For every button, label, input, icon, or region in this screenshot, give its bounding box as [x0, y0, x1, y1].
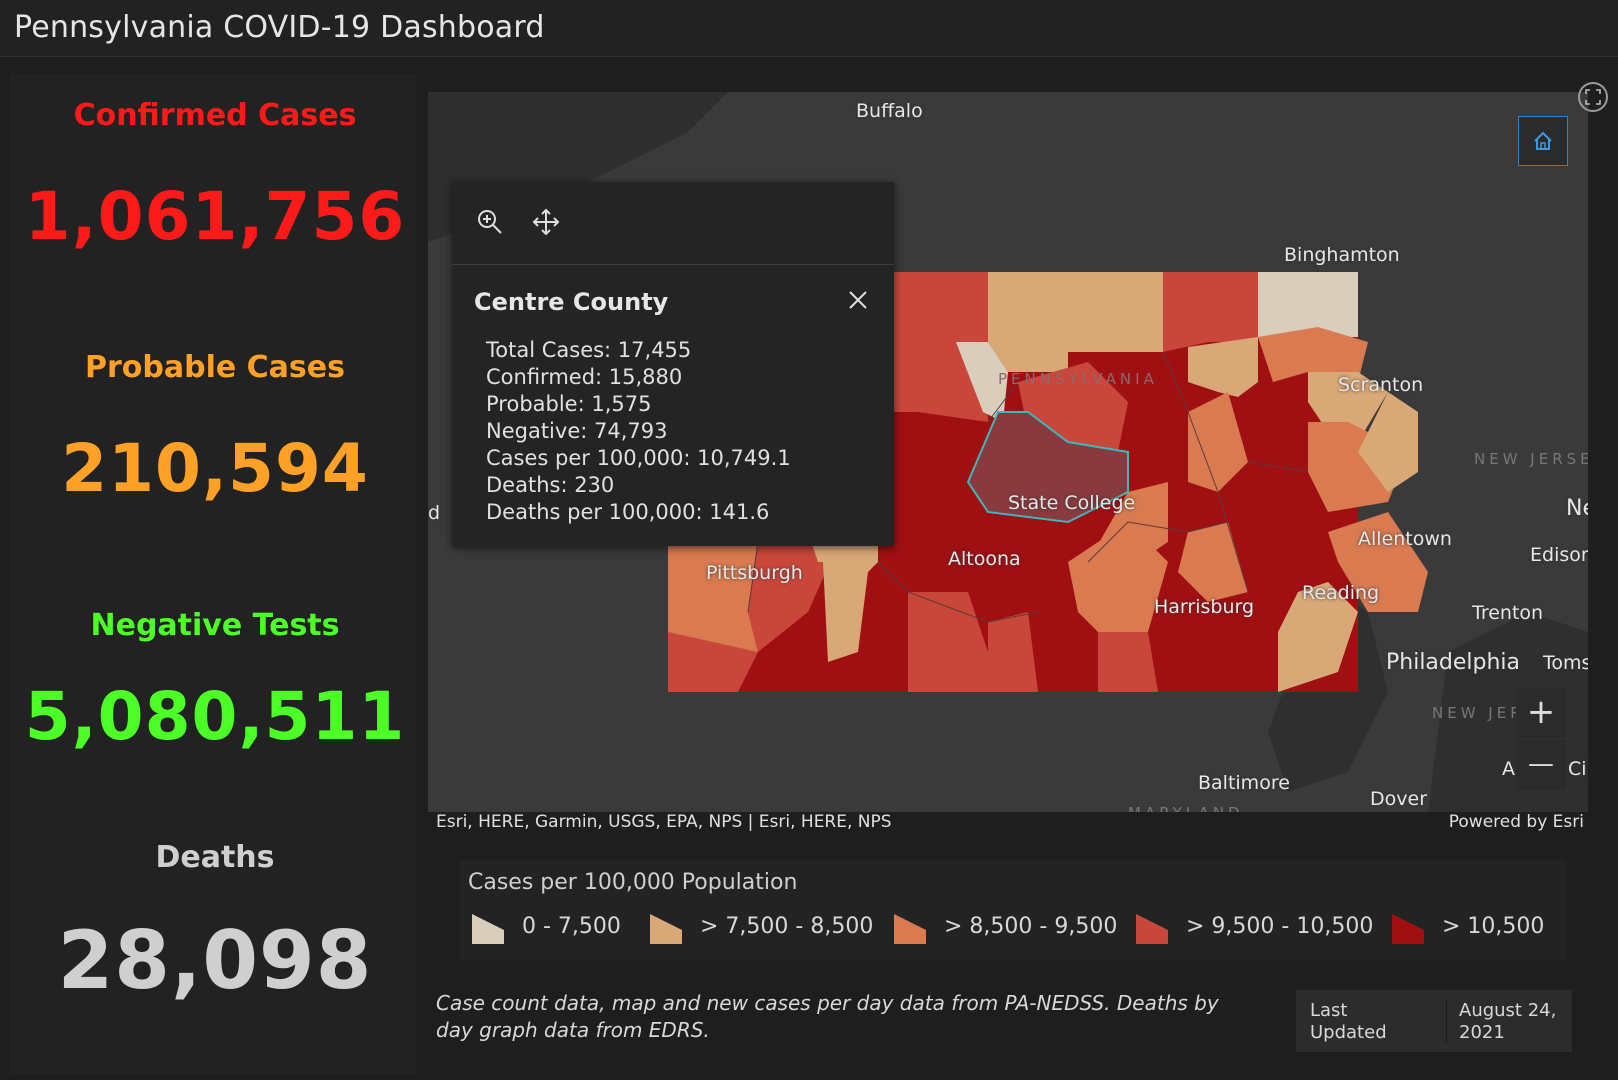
popup-deaths-per-100k: Deaths per 100,000: 141.6: [486, 500, 770, 524]
city-label-toms: Toms: [1543, 652, 1588, 674]
close-icon[interactable]: [846, 288, 870, 312]
legend-label: > 9,500 - 10,500: [1186, 914, 1374, 939]
legend-item: > 10,500: [1388, 908, 1544, 948]
legend-item: 0 - 7,500: [468, 908, 621, 948]
city-label-dover: Dover: [1370, 788, 1427, 810]
city-label-ci: Ci: [1568, 758, 1587, 780]
city-label-edison: Edison: [1530, 544, 1588, 566]
state-label-maryland: MARYLAND: [1128, 804, 1244, 812]
city-label-allentown: Allentown: [1358, 528, 1452, 550]
map-legend: Cases per 100,000 Population 0 - 7,500 >…: [460, 860, 1566, 960]
city-label-a: A: [1502, 758, 1515, 780]
statistics-panel: Confirmed Cases 1,061,756 Probable Cases…: [10, 74, 416, 1074]
city-label-philadelphia: Philadelphia: [1386, 650, 1521, 675]
popup-total-cases: Total Cases: 17,455: [486, 338, 692, 362]
powered-by-esri[interactable]: Powered by Esri: [1448, 812, 1584, 832]
probable-cases-value: 210,594: [61, 430, 369, 507]
city-label-binghamton: Binghamton: [1284, 244, 1400, 266]
state-label-new-jer: NEW JER: [1432, 704, 1525, 722]
popup-negative: Negative: 74,793: [486, 419, 668, 443]
city-label-ne: Ne: [1566, 496, 1588, 521]
legend-swatch: [894, 914, 926, 944]
home-button[interactable]: [1518, 116, 1568, 166]
fullscreen-button[interactable]: [1578, 82, 1608, 112]
legend-label: > 7,500 - 8,500: [700, 914, 874, 939]
city-label-baltimore: Baltimore: [1198, 772, 1290, 794]
deaths-value: 28,098: [57, 914, 373, 1007]
map-attribution: Esri, HERE, Garmin, USGS, EPA, NPS | Esr…: [436, 812, 892, 832]
zoom-out-button[interactable]: —: [1516, 740, 1566, 790]
city-label-trenton: Trenton: [1472, 602, 1544, 624]
popup-probable: Probable: 1,575: [486, 392, 652, 416]
last-updated-box: Last Updated August 24, 2021: [1296, 990, 1572, 1052]
negative-tests-label: Negative Tests: [90, 608, 340, 643]
city-label-state-college: State College: [1008, 492, 1136, 514]
legend-swatch: [472, 914, 504, 944]
state-label-new-jersey: NEW JERSEY: [1474, 450, 1588, 468]
city-label-d: d: [428, 502, 441, 524]
deaths-label: Deaths: [155, 840, 275, 875]
last-updated-label: Last Updated: [1310, 1000, 1387, 1043]
dashboard-title: Pennsylvania COVID-19 Dashboard: [14, 10, 545, 45]
zoom-to-icon[interactable]: [476, 208, 504, 236]
city-label-reading: Reading: [1302, 582, 1380, 604]
expand-icon: [1585, 89, 1601, 105]
last-updated-value: August 24, 2021: [1446, 1000, 1579, 1044]
legend-swatch: [650, 914, 682, 944]
county-borders: [727, 351, 1309, 623]
pan-icon[interactable]: [532, 208, 560, 236]
city-label-scranton: Scranton: [1338, 374, 1424, 396]
legend-label: 0 - 7,500: [522, 914, 621, 939]
popup-deaths: Deaths: 230: [486, 473, 615, 497]
legend-label: > 10,500: [1442, 914, 1545, 939]
city-label-pittsburgh: Pittsburgh: [706, 562, 803, 584]
legend-swatch: [1392, 914, 1424, 944]
popup-title: Centre County: [474, 288, 669, 316]
city-label-harrisburg: Harrisburg: [1154, 596, 1255, 618]
popup-toolbar: [452, 182, 894, 265]
state-label-pennsylvania: PENNSYLVANIA: [998, 370, 1158, 388]
legend-item: > 9,500 - 10,500: [1132, 908, 1373, 948]
popup-confirmed: Confirmed: 15,880: [486, 365, 683, 389]
city-label-buffalo: Buffalo: [856, 100, 923, 122]
data-source-note: Case count data, map and new cases per d…: [436, 991, 1219, 1042]
legend-swatch: [1136, 914, 1168, 944]
legend-title: Cases per 100,000 Population: [468, 870, 798, 895]
confirmed-cases-label: Confirmed Cases: [73, 98, 357, 133]
legend-item: > 8,500 - 9,500: [890, 908, 1117, 948]
zoom-in-button[interactable]: +: [1516, 688, 1566, 738]
negative-tests-value: 5,080,511: [24, 678, 406, 755]
city-label-altoona: Altoona: [948, 548, 1021, 570]
home-icon: [1534, 131, 1552, 150]
dashboard-header: Pennsylvania COVID-19 Dashboard: [0, 0, 1618, 57]
popup-cases-per-100k: Cases per 100,000: 10,749.1: [486, 446, 791, 470]
probable-cases-label: Probable Cases: [85, 350, 345, 385]
legend-label: > 8,500 - 9,500: [944, 914, 1118, 939]
confirmed-cases-value: 1,061,756: [24, 178, 406, 255]
county-popup: Centre County Total Cases: 17,455 Confir…: [452, 182, 894, 546]
legend-item: > 7,500 - 8,500: [646, 908, 873, 948]
